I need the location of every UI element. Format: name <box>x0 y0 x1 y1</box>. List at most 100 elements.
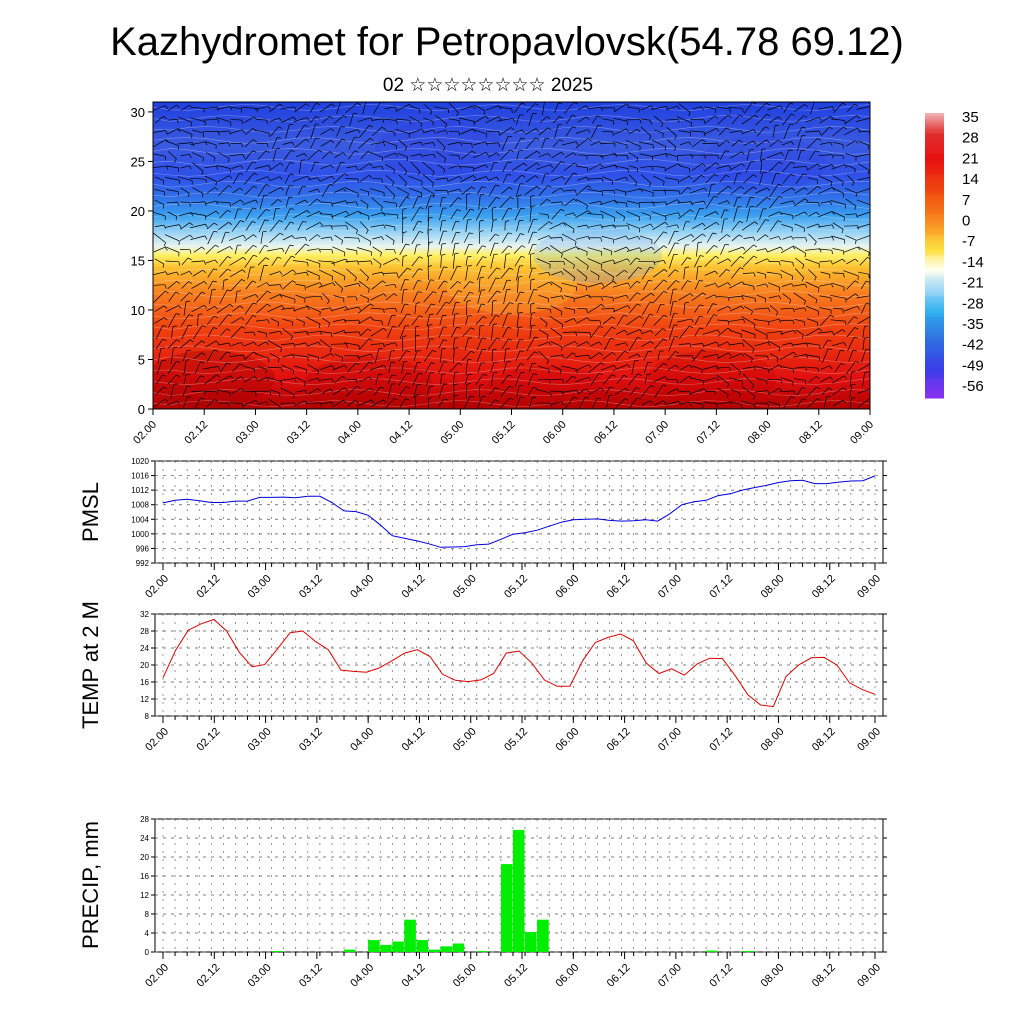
wind-barb <box>533 374 537 375</box>
wind-barb <box>651 120 652 124</box>
wind-barb <box>871 296 873 300</box>
x-tick-label: 08.00 <box>759 573 787 601</box>
wind-vector <box>844 226 858 227</box>
wind-vector <box>331 226 347 227</box>
wind-barb <box>871 106 873 110</box>
wind-barb <box>493 220 497 221</box>
wind-vector <box>536 403 550 404</box>
x-tick-label: 05.00 <box>451 726 479 754</box>
wind-barb <box>866 304 870 305</box>
wind-vector <box>703 143 718 144</box>
wind-barb <box>418 197 422 198</box>
heatmap-y-tick-label: 30 <box>131 105 145 120</box>
y-tick-label: 8 <box>145 910 150 919</box>
y-tick-label: 1004 <box>131 515 149 524</box>
wind-vector <box>638 261 654 262</box>
heatmap-x-tick-label: 06.12 <box>592 419 620 447</box>
x-tick-label: 04.00 <box>348 726 376 754</box>
wind-barb <box>550 264 551 268</box>
wind-barb <box>382 321 383 325</box>
y-axis-label: PRECIP, mm <box>78 821 103 949</box>
wind-barb <box>263 231 267 232</box>
heatmap-x-tick-label: 08.12 <box>797 419 825 447</box>
wind-barb <box>319 276 320 280</box>
x-tick-label: 02.00 <box>143 962 171 990</box>
heatmap-x-tick-label: 05.12 <box>490 419 518 447</box>
y-tick-label: 16 <box>140 678 149 687</box>
chart-subtitle: 02 ☆☆☆☆☆☆☆☆ 2025 <box>383 75 593 96</box>
x-tick-label: 05.00 <box>451 962 479 990</box>
y-axis-label: PMSL <box>78 482 103 542</box>
y-tick-label: 992 <box>136 559 150 568</box>
heatmap-y-tick-label: 10 <box>131 303 145 318</box>
heatmap-x-tick-label: 07.00 <box>643 419 671 447</box>
y-tick-label: 16 <box>140 872 149 881</box>
wind-barb <box>678 180 679 184</box>
wind-barb <box>612 181 613 185</box>
heatmap-x-tick-label: 07.12 <box>695 419 723 447</box>
precip-bar <box>380 945 392 952</box>
wind-barb <box>775 125 779 126</box>
wind-barb <box>725 210 729 211</box>
wind-barb <box>442 244 446 245</box>
wind-barb <box>407 157 408 161</box>
y-tick-label: 24 <box>140 834 149 843</box>
wind-vector <box>574 332 590 333</box>
y-tick-label: 0 <box>145 948 150 957</box>
wind-barb <box>818 311 819 315</box>
wind-barb <box>828 349 832 350</box>
heatmap-y-tick-label: 20 <box>131 204 145 219</box>
x-tick-label: 03.12 <box>297 573 325 601</box>
y-tick-label: 1012 <box>131 486 149 495</box>
heatmap-y-tick-label: 25 <box>131 154 145 169</box>
x-tick-label: 04.12 <box>400 962 428 990</box>
wind-barb <box>640 146 641 150</box>
precip-bar <box>742 951 754 952</box>
wind-barb <box>661 304 665 305</box>
wind-barb <box>871 154 873 158</box>
heatmap-x-tick-label: 03.00 <box>234 419 262 447</box>
colorbar-label: 35 <box>962 109 979 126</box>
x-tick-label: 03.12 <box>297 962 325 990</box>
wind-barb <box>396 203 397 207</box>
x-tick-label: 04.00 <box>348 573 376 601</box>
colorbar-label: -7 <box>962 233 975 250</box>
x-tick-label: 08.00 <box>759 962 787 990</box>
x-tick-label: 02.12 <box>194 726 222 754</box>
wind-barb <box>793 262 794 266</box>
wind-vector <box>331 344 346 345</box>
x-tick-label: 06.12 <box>605 726 633 754</box>
wind-barb <box>647 374 651 375</box>
wind-barb <box>820 345 821 349</box>
wind-barb <box>237 291 241 292</box>
wind-vector <box>449 131 459 132</box>
precip-bar <box>513 830 525 952</box>
wind-vector <box>588 179 603 180</box>
wind-barb <box>601 265 602 269</box>
precip-bar <box>537 920 549 952</box>
heatmap-x-tick-label: 03.12 <box>285 419 313 447</box>
x-tick-label: 06.12 <box>605 573 633 601</box>
heatmap-x-tick-label: 08.00 <box>746 419 774 447</box>
x-tick-label: 02.12 <box>194 962 222 990</box>
x-tick-label: 05.12 <box>502 962 530 990</box>
colorbar-label: 21 <box>962 150 979 167</box>
y-axis-label: TEMP at 2 M <box>78 601 103 729</box>
wind-vector <box>806 202 818 203</box>
heatmap-x-tick-label: 04.00 <box>336 419 364 447</box>
wind-barb <box>804 228 805 232</box>
y-tick-label: 8 <box>145 712 150 721</box>
x-tick-label: 09.00 <box>855 573 883 601</box>
x-tick-label: 05.00 <box>451 573 479 601</box>
y-tick-label: 1000 <box>131 530 149 539</box>
wind-barb <box>304 322 305 326</box>
heatmap-x-tick-label: 02.12 <box>182 419 210 447</box>
heatmap-blob <box>648 351 777 406</box>
wind-barb <box>301 160 305 161</box>
x-tick-label: 06.00 <box>553 726 581 754</box>
wind-vector <box>257 120 267 121</box>
x-tick-label: 09.00 <box>855 962 883 990</box>
precip-bar <box>706 951 718 952</box>
